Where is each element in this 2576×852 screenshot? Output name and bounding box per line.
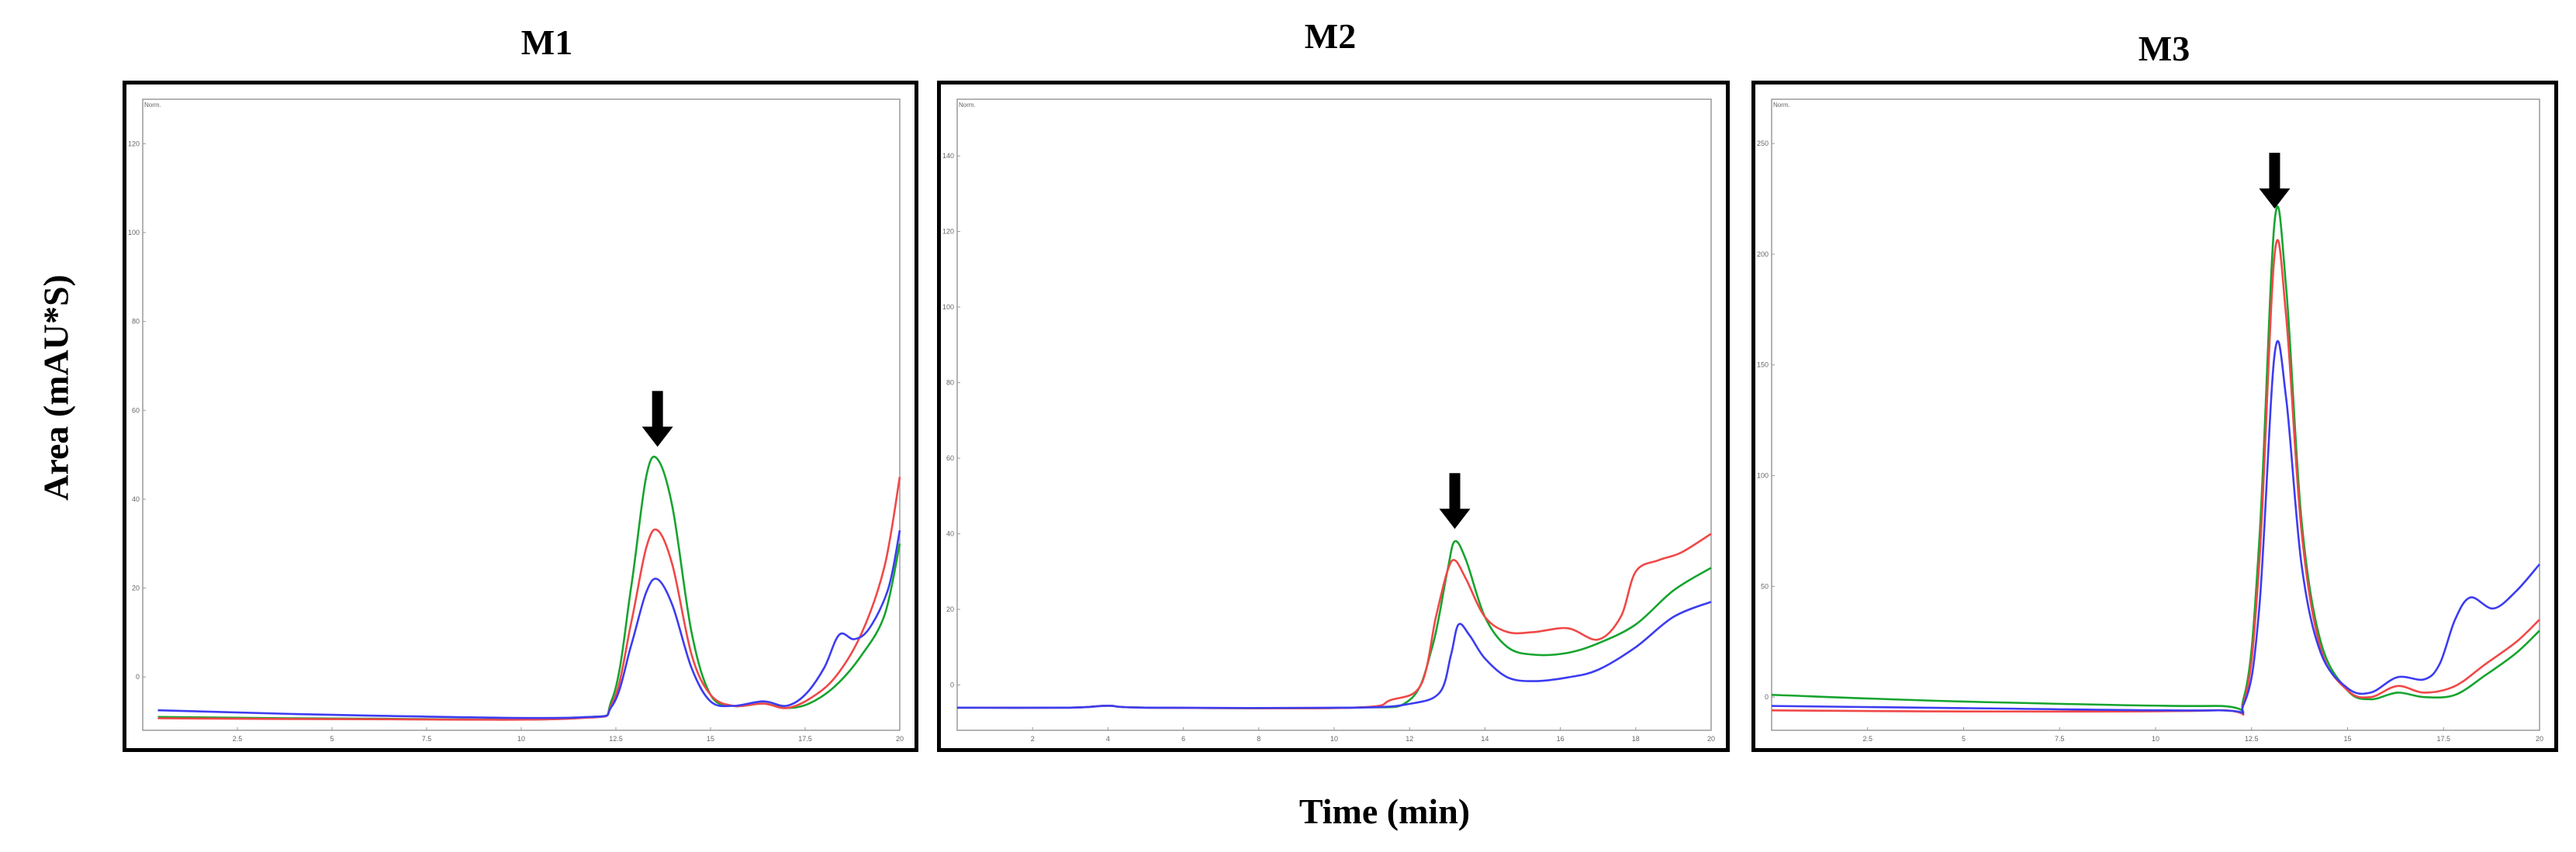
x-tick-label: 4 <box>1106 735 1110 743</box>
y-tick-label: 0 <box>1765 693 1769 701</box>
y-tick-label: 100 <box>1757 472 1769 480</box>
panel-title-m2: M2 <box>1304 16 1357 56</box>
y-tick-label: 200 <box>1757 250 1769 258</box>
chart-panel-m1: Norm. 0 20 40 60 80 100 120 2.5 5 7.5 10 12.5 15 17.5 2… <box>123 81 918 752</box>
x-tick-label: 7.5 <box>422 735 432 743</box>
trace-blue <box>956 601 1712 709</box>
y-unit-label: Norm. <box>1773 102 1790 109</box>
peak-arrow-icon <box>2259 153 2291 209</box>
x-tick-label: 10 <box>1330 735 1338 743</box>
y-unit-label: Norm. <box>144 102 161 109</box>
x-tick-label: 12.5 <box>609 735 623 743</box>
panel-title-m1: M1 <box>520 22 573 62</box>
trace-blue <box>157 529 901 719</box>
x-tick-label: 15 <box>2343 735 2351 743</box>
x-axis-label: Time (min) <box>1298 792 1471 831</box>
panel-title-m3: M3 <box>2138 29 2190 68</box>
peak-arrow-icon <box>641 391 673 447</box>
trace-blue <box>1771 340 2540 715</box>
x-tick-label: 12 <box>1406 735 1413 743</box>
panel-frame <box>937 81 1730 752</box>
x-tick-label: 2.5 <box>1862 735 1872 743</box>
y-tick-label: 20 <box>946 605 954 613</box>
trace-red <box>157 477 901 721</box>
y-tick-label: 100 <box>128 229 140 236</box>
x-tick-label: 2.5 <box>233 735 243 743</box>
y-unit-label: Norm. <box>959 102 976 109</box>
y-tick-label: 150 <box>1757 361 1769 369</box>
x-tick-label: 15 <box>707 735 714 743</box>
y-tick-label: 0 <box>136 673 140 681</box>
x-tick-label: 16 <box>1557 735 1565 743</box>
panel-frame <box>1751 81 2558 752</box>
chart-panel-m3: Norm. 0 50 100 150 200 250 2.5 5 7.5 10 12.5 15 17.5 2… <box>1751 81 2558 752</box>
chart-panel-m2: Norm. 0 20 40 60 80 100 120 140 2 4 6 8 10 12 14 16 18 20 <box>937 81 1730 752</box>
x-tick-label: 18 <box>1632 735 1640 743</box>
y-tick-label: 40 <box>946 530 954 538</box>
panel-frame <box>123 81 918 752</box>
x-tick-label: 8 <box>1257 735 1260 743</box>
y-tick-label: 80 <box>946 379 954 387</box>
x-tick-label: 12.5 <box>2245 735 2259 743</box>
x-tick-label: 20 <box>2536 735 2543 743</box>
x-tick-label: 10 <box>2152 735 2159 743</box>
y-tick-label: 100 <box>942 303 954 311</box>
y-tick-label: 120 <box>942 228 954 236</box>
x-tick-label: 2 <box>1031 735 1035 743</box>
y-tick-label: 60 <box>946 454 954 462</box>
x-tick-label: 10 <box>517 735 525 743</box>
x-tick-label: 5 <box>330 735 334 743</box>
y-tick-label: 120 <box>128 140 140 147</box>
peak-arrow-icon <box>1439 473 1471 529</box>
x-tick-label: 17.5 <box>798 735 812 743</box>
x-tick-label: 20 <box>1707 735 1715 743</box>
y-tick-label: 50 <box>1761 582 1769 590</box>
y-tick-label: 40 <box>132 495 140 503</box>
y-tick-label: 20 <box>132 585 140 592</box>
x-tick-label: 7.5 <box>2055 735 2065 743</box>
y-tick-label: 80 <box>132 318 140 326</box>
y-tick-label: 140 <box>942 152 954 160</box>
x-tick-label: 5 <box>1962 735 1966 743</box>
y-tick-label: 0 <box>950 681 954 689</box>
x-tick-label: 20 <box>896 735 904 743</box>
x-tick-label: 6 <box>1181 735 1185 743</box>
x-tick-label: 17.5 <box>2436 735 2450 743</box>
y-tick-label: 250 <box>1757 140 1769 147</box>
trace-green <box>1771 205 2540 713</box>
x-tick-label: 14 <box>1481 735 1489 743</box>
y-tick-label: 60 <box>132 406 140 414</box>
y-axis-label: Area (mAU*S) <box>36 274 76 501</box>
